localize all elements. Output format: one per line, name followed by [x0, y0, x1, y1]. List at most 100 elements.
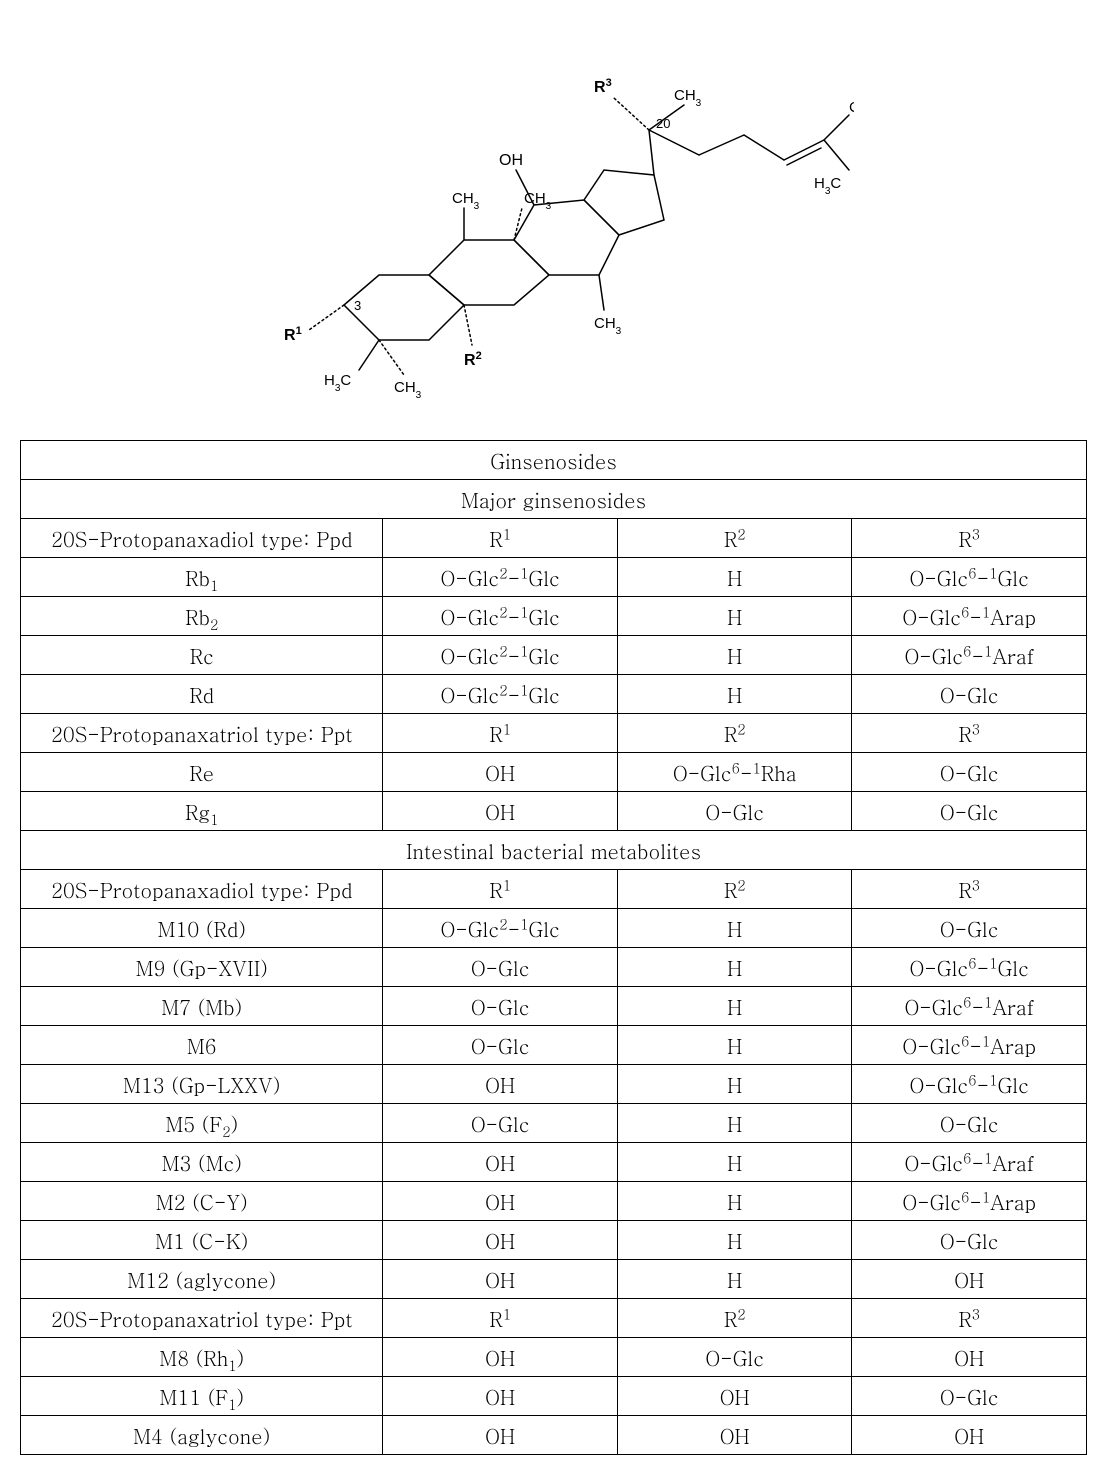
metab-ppd-2: M7 (Mb)O-GlcHO-Glc6-1Araf [21, 987, 1087, 1026]
row-r3: O-Glc6-1Araf [852, 636, 1087, 675]
metab-ppd-8: M1 (C-K)OHHO-Glc [21, 1221, 1087, 1260]
header-ppd-major: 20S-Protopanaxadiol type: PpdR1R2R3 [21, 519, 1087, 558]
row-r2: H [617, 675, 852, 714]
row-name: M11 (F1) [21, 1377, 383, 1416]
header-name: 20S-Protopanaxatriol type: Ppt [21, 1299, 383, 1338]
section-metabolites: Intestinal bacterial metabolites [21, 831, 1087, 870]
row-r3: OH [852, 1260, 1087, 1299]
row-r2: H [617, 1143, 852, 1182]
metab-ppd-7: M2 (C-Y)OHHO-Glc6-1Arap [21, 1182, 1087, 1221]
header-name: 20S-Protopanaxatriol type: Ppt [21, 714, 383, 753]
row-name: M2 (C-Y) [21, 1182, 383, 1221]
major-ppd-3: RdO-Glc2-1GlcHO-Glc [21, 675, 1087, 714]
row-r3: O-Glc [852, 1221, 1087, 1260]
label-r1: R1 [284, 325, 302, 344]
row-r2: H [617, 909, 852, 948]
header-name: 20S-Protopanaxadiol type: Ppd [21, 519, 383, 558]
label-h3c-27: H3C [814, 175, 841, 197]
section-row: Intestinal bacterial metabolites [21, 831, 1087, 870]
row-name: M6 [21, 1026, 383, 1065]
row-name: M3 (Mc) [21, 1143, 383, 1182]
row-r3: O-Glc6-1Glc [852, 1065, 1087, 1104]
header-r1: R1 [383, 519, 618, 558]
row-r1: OH [383, 1143, 618, 1182]
header-r3: R3 [852, 1299, 1087, 1338]
row-r2: H [617, 948, 852, 987]
row-r3: O-Glc6-1Glc [852, 948, 1087, 987]
table-title: Ginsenosides [21, 441, 1087, 480]
header-ppt-metab: 20S-Protopanaxatriol type: PptR1R2R3 [21, 1299, 1087, 1338]
row-name: M1 (C-K) [21, 1221, 383, 1260]
row-r1: O-Glc2-1Glc [383, 597, 618, 636]
row-name: Rg1 [21, 792, 383, 831]
row-r1: O-Glc2-1Glc [383, 558, 618, 597]
row-r1: O-Glc [383, 1104, 618, 1143]
row-name: M10 (Rd) [21, 909, 383, 948]
row-r3: O-Glc [852, 909, 1087, 948]
row-r1: OH [383, 1377, 618, 1416]
row-r2: H [617, 558, 852, 597]
metab-ppd-4: M13 (Gp-LXXV)OHHO-Glc6-1Glc [21, 1065, 1087, 1104]
row-r2: H [617, 1065, 852, 1104]
metab-ppd-0: M10 (Rd)O-Glc2-1GlcHO-Glc [21, 909, 1087, 948]
label-ch3-4b: CH3 [394, 379, 422, 401]
row-r2: H [617, 1182, 852, 1221]
header-r2: R2 [617, 870, 852, 909]
row-r3: O-Glc [852, 1104, 1087, 1143]
row-name: M9 (Gp-XVII) [21, 948, 383, 987]
row-r3: O-Glc6-1Glc [852, 558, 1087, 597]
row-r2: H [617, 987, 852, 1026]
row-r1: OH [383, 1416, 618, 1455]
metab-ppd-5: M5 (F2)O-GlcHO-Glc [21, 1104, 1087, 1143]
row-r3: O-Glc6-1Arap [852, 597, 1087, 636]
row-r2: H [617, 1026, 852, 1065]
row-r2: OH [617, 1416, 852, 1455]
row-r1: O-Glc2-1Glc [383, 909, 618, 948]
header-r1: R1 [383, 1299, 618, 1338]
row-r1: OH [383, 1182, 618, 1221]
label-pos3: 3 [354, 298, 361, 313]
header-r1: R1 [383, 870, 618, 909]
ginsenosides-table: GinsenosidesMajor ginsenosides20S-Protop… [20, 440, 1087, 1455]
row-r2: H [617, 597, 852, 636]
row-r1: OH [383, 1260, 618, 1299]
row-r3: O-Glc6-1Araf [852, 987, 1087, 1026]
header-r2: R2 [617, 519, 852, 558]
metab-ppt-0: M8 (Rh1)OHO-GlcOH [21, 1338, 1087, 1377]
metab-ppd-9: M12 (aglycone)OHHOH [21, 1260, 1087, 1299]
row-name: M5 (F2) [21, 1104, 383, 1143]
row-r3: OH [852, 1338, 1087, 1377]
label-h3c-4a: H3C [324, 372, 351, 394]
row-r1: O-Glc [383, 1026, 618, 1065]
row-name: M4 (aglycone) [21, 1416, 383, 1455]
row-r3: OH [852, 1416, 1087, 1455]
row-r2: H [617, 1221, 852, 1260]
row-name: M7 (Mb) [21, 987, 383, 1026]
label-ch3-8: CH3 [524, 190, 552, 212]
row-r1: O-Glc [383, 987, 618, 1026]
row-name: Rd [21, 675, 383, 714]
section-major: Major ginsenosides [21, 480, 1087, 519]
row-name: Rb1 [21, 558, 383, 597]
major-ppt-1: Rg1OHO-GlcO-Glc [21, 792, 1087, 831]
title-row: Ginsenosides [21, 441, 1087, 480]
label-oh: OH [499, 152, 523, 169]
row-r1: OH [383, 1065, 618, 1104]
row-name: Rb2 [21, 597, 383, 636]
row-r2: H [617, 636, 852, 675]
label-pos20: 20 [656, 116, 670, 131]
row-r1: O-Glc2-1Glc [383, 675, 618, 714]
row-r3: O-Glc6-1Arap [852, 1026, 1087, 1065]
header-ppd-metab: 20S-Protopanaxadiol type: PpdR1R2R3 [21, 870, 1087, 909]
metab-ppd-3: M6O-GlcHO-Glc6-1Arap [21, 1026, 1087, 1065]
label-r2: R2 [464, 350, 482, 369]
major-ppt-0: ReOHO-Glc6-1RhaO-Glc [21, 753, 1087, 792]
section-row: Major ginsenosides [21, 480, 1087, 519]
metab-ppd-6: M3 (Mc)OHHO-Glc6-1Araf [21, 1143, 1087, 1182]
metab-ppt-1: M11 (F1)OHOHO-Glc [21, 1377, 1087, 1416]
row-name: M12 (aglycone) [21, 1260, 383, 1299]
chemical-structure: R1 R2 R3 3 20 OH CH3 CH3 CH3 CH3 CH3 H3C… [20, 20, 1087, 420]
row-r3: O-Glc [852, 753, 1087, 792]
header-r3: R3 [852, 519, 1087, 558]
row-r3: O-Glc [852, 1377, 1087, 1416]
